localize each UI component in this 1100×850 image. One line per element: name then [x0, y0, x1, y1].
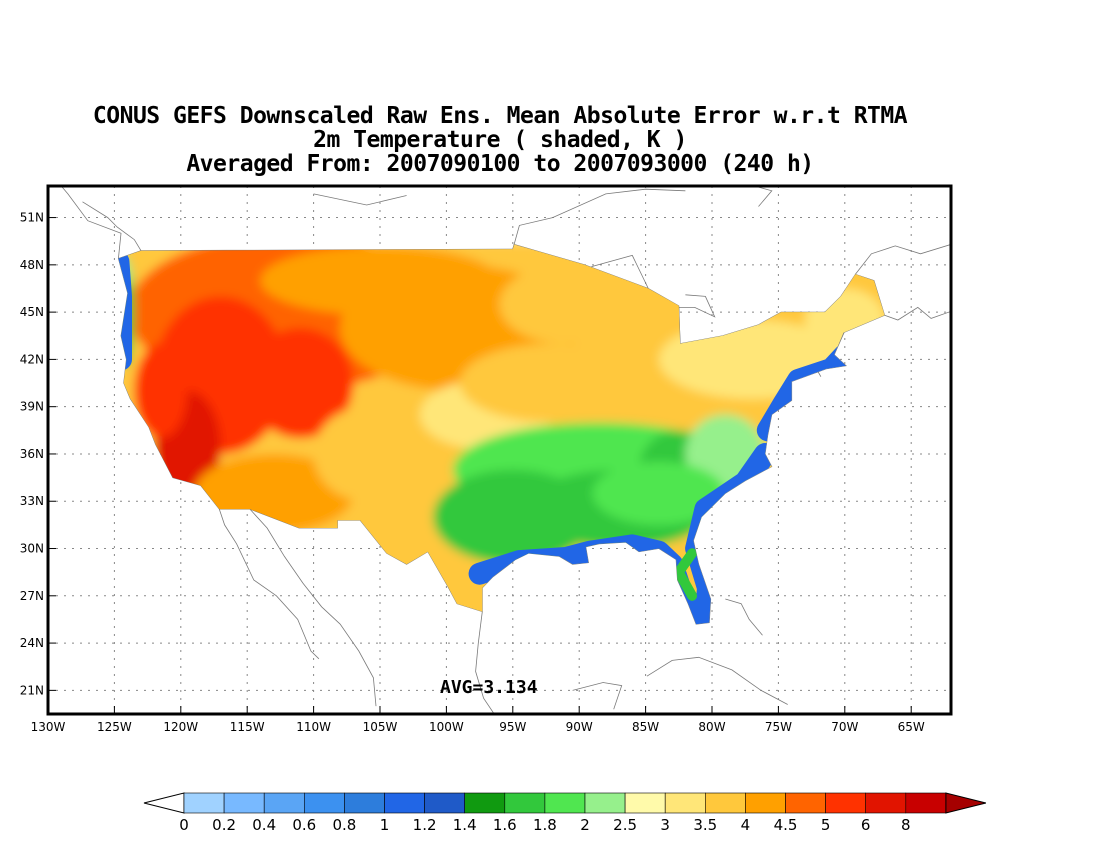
chart-title: CONUS GEFS Downscaled Raw Ens. Mean Abso… — [92, 103, 908, 129]
colorbar-overflow-arrow — [945, 792, 987, 814]
coastline-segment — [646, 656, 788, 705]
lon-tick-label: 95W — [499, 720, 526, 734]
colorbar-swatch — [464, 792, 506, 814]
colorbar-swatch — [223, 792, 265, 814]
colorbar-swatch — [745, 792, 786, 814]
lat-tick-label: 39N — [20, 400, 44, 414]
colorbar-level-label: 0.8 — [332, 816, 356, 834]
colorbar-swatch — [303, 792, 345, 814]
lon-tick-label: 80W — [698, 720, 725, 734]
lat-tick-label: 42N — [20, 352, 44, 366]
colorbar-swatch — [825, 792, 866, 814]
chart-subtitle-period: Averaged From: 2007090100 to 2007093000 … — [186, 151, 814, 177]
longitude-axis: 130W 125W 120W 115W 110W 105W 100W 95W 90W 85W 80W… — [31, 706, 925, 734]
colorbar-swatch — [584, 792, 626, 814]
colorbar-swatch — [384, 792, 425, 814]
coastline-segment — [678, 294, 716, 344]
colorbar-swatch — [905, 792, 947, 814]
average-value-label: AVG=3.134 — [440, 677, 538, 698]
colorbar-swatch — [263, 792, 305, 814]
coastline-segment — [313, 193, 407, 206]
lon-tick-label: 110W — [296, 720, 331, 734]
lon-tick-label: 70W — [831, 720, 858, 734]
shading-blob — [313, 406, 420, 502]
coastline-segment — [218, 508, 320, 660]
colorbar-underflow-arrow — [143, 792, 185, 814]
shading-blobs — [118, 244, 885, 625]
lon-tick-label: 85W — [632, 720, 659, 734]
colorbar-swatch — [624, 792, 666, 814]
lat-tick-label: 33N — [20, 494, 44, 508]
colorbar-level-label: 2.5 — [613, 816, 637, 834]
coastline-segment — [512, 188, 686, 250]
colorbar-swatch — [704, 792, 746, 814]
colorbar-swatch — [664, 792, 706, 814]
lon-tick-label: 65W — [898, 720, 925, 734]
lon-tick-label: 100W — [429, 720, 464, 734]
lon-tick-label: 130W — [31, 720, 66, 734]
lon-tick-label: 115W — [230, 720, 265, 734]
lat-tick-label: 45N — [20, 305, 44, 319]
map-frame — [46, 184, 953, 716]
florida-interior-shading — [672, 548, 698, 601]
coastal-shading — [118, 250, 132, 371]
lat-tick-label: 36N — [20, 447, 44, 461]
colorbar-level-label: 0.4 — [252, 816, 276, 834]
colorbar-level-label: 2 — [580, 816, 590, 834]
colorbar-level-label: 6 — [861, 816, 871, 834]
colorbar-swatch — [183, 792, 225, 814]
colorbar-level-label: 0 — [179, 816, 189, 834]
chart-subtitle-variable: 2m Temperature ( shaded, K ) — [313, 127, 687, 153]
colorbar-swatch — [424, 792, 466, 814]
colorbar-level-label: 1.2 — [413, 816, 437, 834]
coastline-segment — [754, 186, 773, 207]
lon-tick-label: 105W — [363, 720, 398, 734]
colorbar-level-label: 8 — [901, 816, 911, 834]
colorbar-level-label: 0.2 — [212, 816, 236, 834]
coastline-segment — [60, 186, 122, 259]
colorbar-level-label: 3 — [660, 816, 670, 834]
colorbar-swatch — [344, 792, 385, 814]
lon-tick-label: 90W — [566, 720, 593, 734]
shading-blob — [134, 343, 188, 439]
coastline-segment — [884, 306, 951, 321]
shading-blob — [804, 288, 885, 352]
colorbar-swatch — [544, 792, 586, 814]
lat-tick-label: 27N — [20, 589, 44, 603]
lon-tick-label: 75W — [765, 720, 792, 734]
lon-tick-label: 120W — [163, 720, 198, 734]
shading-blob — [260, 245, 500, 316]
shading-blob — [592, 461, 726, 525]
colorbar-swatch — [504, 792, 546, 814]
colorbar-level-label: 4 — [741, 816, 751, 834]
colorbar-level-label: 1.8 — [533, 816, 557, 834]
shading-blob — [499, 264, 633, 344]
coastline-segment — [249, 508, 377, 707]
colorbar-legend: 0 0.2 0.4 0.6 0.8 1 1.2 1.4 1.6 1.8 2 2.5 3 3.5 4 4.5 5 6… — [143, 792, 987, 834]
lat-tick-label: 51N — [20, 211, 44, 225]
latitude-axis: 21N 24N 27N 30N 33N 36N 39N 42N 45N 48N 51N — [20, 211, 56, 697]
coastline-segment — [725, 598, 763, 636]
lat-tick-label: 21N — [20, 683, 44, 697]
colorbar-level-label: 1.4 — [453, 816, 477, 834]
colorbar-level-label: 1.6 — [493, 816, 517, 834]
lat-tick-label: 30N — [20, 542, 44, 556]
colorbar-swatch — [865, 792, 907, 814]
lon-tick-label: 125W — [97, 720, 132, 734]
coastline-segment — [855, 244, 951, 275]
colorbar-level-label: 0.6 — [292, 816, 316, 834]
lat-tick-label: 24N — [20, 636, 44, 650]
colorbar-level-label: 5 — [821, 816, 831, 834]
coastline-segment — [82, 201, 142, 251]
error-field-shading — [118, 244, 885, 625]
shading-blob — [247, 327, 354, 439]
coastline-segment — [572, 682, 623, 710]
colorbar-swatch — [785, 792, 826, 814]
colorbar-level-label: 3.5 — [693, 816, 717, 834]
colorbar-level-label: 4.5 — [774, 816, 798, 834]
colorbar-level-label: 1 — [380, 816, 390, 834]
lat-tick-label: 48N — [20, 258, 44, 272]
coastline-segment — [475, 611, 495, 714]
